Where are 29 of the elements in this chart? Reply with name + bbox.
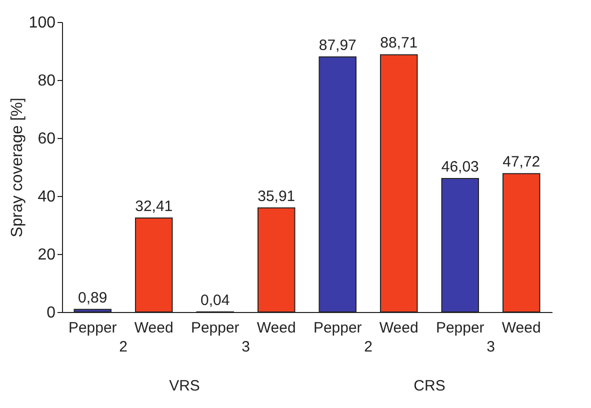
data-label: 46,03 <box>441 158 479 176</box>
x-tick-label: Weed <box>134 320 174 336</box>
text: CRS <box>414 378 446 395</box>
x-tick-label: Weed <box>379 320 418 336</box>
y-tick-label: 80 <box>38 72 56 90</box>
text: 3 <box>242 338 250 356</box>
x-tick-label: Pepper <box>313 320 362 336</box>
data-label: 47,72 <box>502 154 540 171</box>
data-label: 87,97 <box>318 36 356 54</box>
x-tick-label: Pepper <box>436 320 484 336</box>
text: VRS <box>169 378 200 395</box>
x-tick-label: Weed <box>256 320 296 336</box>
text: 3 <box>486 338 495 356</box>
data-label: 88,71 <box>380 34 418 52</box>
data-label: 0,89 <box>78 289 108 306</box>
y-tick-label: 60 <box>38 130 56 148</box>
y-tick-label: 100 <box>28 14 56 32</box>
y-tick-label: 0 <box>46 304 56 322</box>
x-tick-label: Pepper <box>190 320 240 336</box>
x-tick-label: Pepper <box>68 320 117 336</box>
x-tick-label: Weed <box>502 320 541 336</box>
data-label: 35,91 <box>258 188 296 205</box>
y-tick-label: 40 <box>38 188 56 206</box>
data-label: 32,41 <box>135 198 173 216</box>
text: 2 <box>119 338 128 356</box>
y-axis-title: Spray coverage [%] <box>8 98 26 238</box>
y-tick-label: 20 <box>38 246 56 264</box>
text: 2 <box>364 338 372 356</box>
data-label: 0,04 <box>200 292 230 309</box>
